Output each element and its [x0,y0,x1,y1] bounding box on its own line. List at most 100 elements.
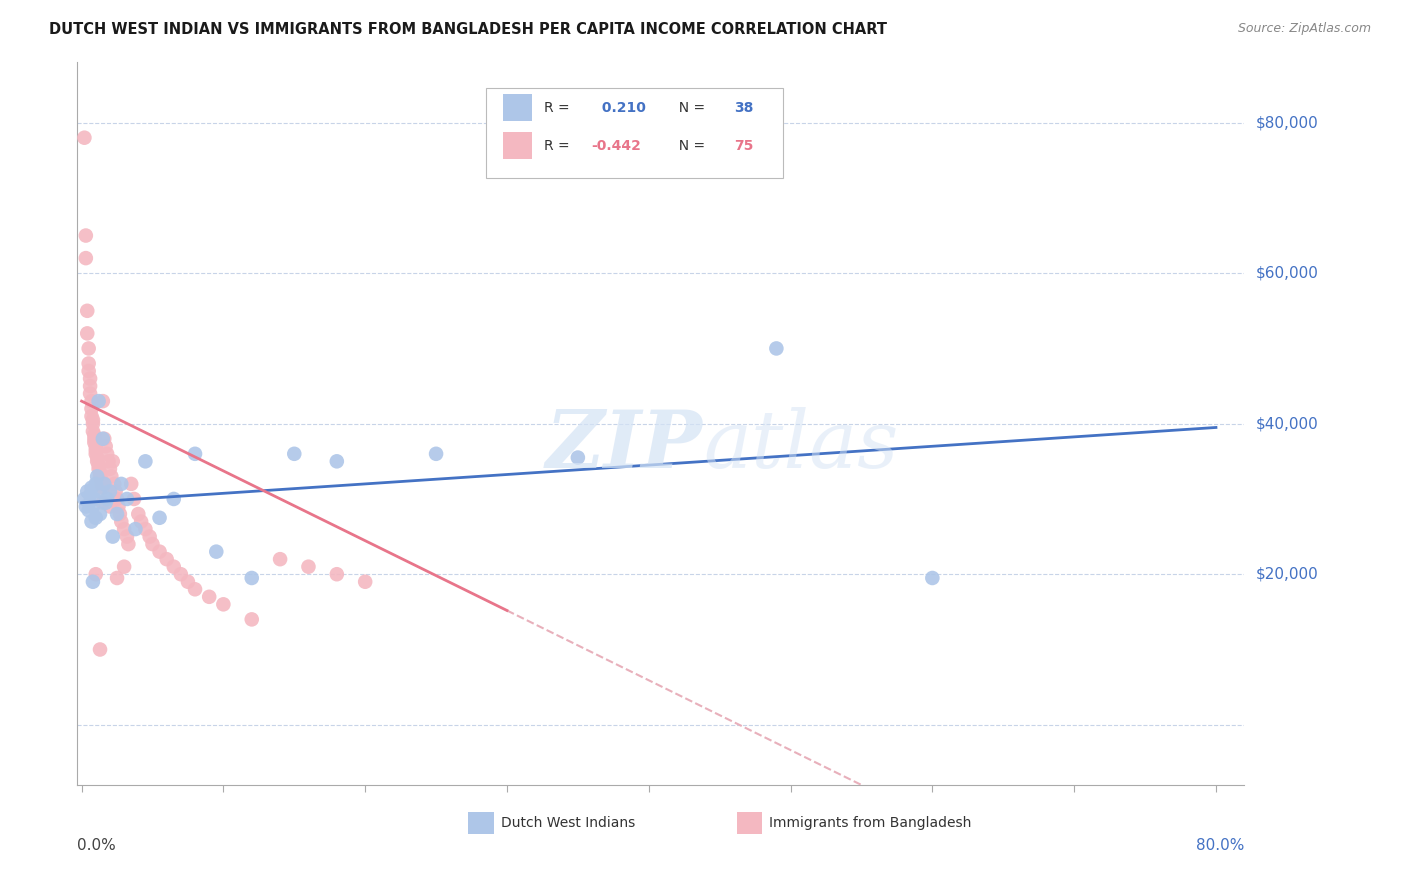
Point [91,496,114,510]
Point [93,476,115,491]
Point [108,507,131,521]
Point [326,454,349,468]
Text: 0.0%: 0.0% [77,838,117,853]
Point [86,469,108,483]
Point [184,447,207,461]
Point [567,450,589,465]
Point [77,503,100,517]
Point [297,559,319,574]
Point [94,439,117,453]
Point [80,401,103,416]
Text: ZIP: ZIP [546,408,703,484]
Point [73,491,96,506]
FancyBboxPatch shape [486,87,783,178]
Point [80,409,103,424]
Point [101,454,124,468]
Point [105,491,128,506]
Point [89,484,111,499]
Point [82,500,104,514]
Point [124,522,146,536]
Point [91,432,114,446]
Point [110,515,132,529]
Point [83,491,105,506]
Point [76,484,98,499]
Point [98,462,121,476]
Point [269,552,291,566]
Point [75,500,97,514]
Text: Dutch West Indians: Dutch West Indians [501,815,636,830]
Point [283,447,305,461]
Point [93,432,115,446]
Point [89,469,111,483]
Text: R =: R = [544,101,574,115]
Point [76,326,98,341]
Point [105,507,128,521]
Point [96,491,118,506]
Bar [503,132,533,159]
Point [91,481,114,495]
Point [80,394,103,409]
Point [77,342,100,356]
Text: 38: 38 [734,101,754,115]
Point [115,530,138,544]
Point [89,466,111,480]
Point [82,417,104,431]
Point [97,454,120,468]
Text: atlas: atlas [703,408,898,484]
Text: R =: R = [544,139,574,153]
Point [117,537,139,551]
Point [163,559,186,574]
Point [84,510,107,524]
Point [73,130,96,145]
Text: 0.210: 0.210 [596,101,645,115]
Point [79,488,101,502]
Point [79,379,101,393]
Point [94,496,117,510]
Point [103,476,125,491]
Point [79,386,101,401]
Point [90,476,112,491]
Point [134,454,156,468]
Point [921,571,943,585]
Point [163,491,186,506]
Point [425,447,447,461]
Text: 80.0%: 80.0% [1197,838,1244,853]
Point [198,590,221,604]
Point [83,432,105,446]
Text: $60,000: $60,000 [1256,266,1319,281]
Point [212,598,235,612]
Point [148,510,170,524]
Point [112,559,135,574]
Point [107,500,129,514]
Point [80,481,103,495]
Text: DUTCH WEST INDIAN VS IMMIGRANTS FROM BANGLADESH PER CAPITA INCOME CORRELATION CH: DUTCH WEST INDIAN VS IMMIGRANTS FROM BAN… [49,22,887,37]
Point [138,530,160,544]
Text: $20,000: $20,000 [1256,566,1319,582]
Point [170,567,193,582]
Bar [737,813,762,834]
Point [115,491,138,506]
Point [84,567,107,582]
Point [86,454,108,468]
Point [79,371,101,385]
Point [156,552,179,566]
Point [240,571,263,585]
Point [84,447,107,461]
Point [110,476,132,491]
Point [80,515,103,529]
Point [122,491,145,506]
Text: $80,000: $80,000 [1256,115,1319,130]
Point [77,364,100,378]
Point [86,450,108,465]
Point [90,473,112,487]
Text: $40,000: $40,000 [1256,417,1319,431]
Point [75,251,97,265]
Point [184,582,207,597]
Point [112,522,135,536]
Point [100,469,122,483]
Point [82,413,104,427]
Point [87,462,110,476]
Point [127,507,149,521]
Point [83,428,105,442]
Point [82,574,104,589]
